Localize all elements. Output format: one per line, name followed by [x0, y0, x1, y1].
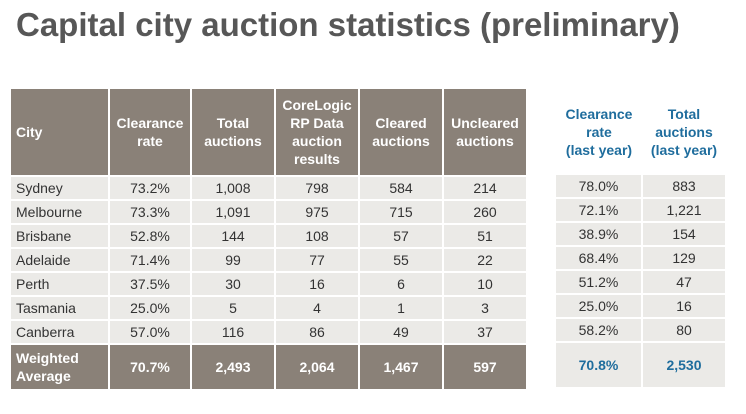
average-label: Weighted Average: [11, 344, 110, 389]
page-title: Capital city auction statistics (prelimi…: [16, 6, 680, 43]
last-year-row: 38.9% 154: [556, 222, 727, 247]
last-year-table: Clearance rate (last year) Total auctions (l…: [556, 89, 727, 387]
city-cell: Tasmania: [11, 296, 110, 321]
total-auctions-cell: 1,091: [191, 200, 276, 225]
average-uncleared: 597: [443, 344, 528, 389]
total-auctions-cell: 99: [191, 248, 276, 273]
clearance-rate-cell: 25.0%: [109, 296, 192, 321]
last-year-total-cell: 47: [642, 270, 727, 295]
last-year-total-cell: 1,221: [642, 198, 727, 223]
last-year-row: 51.2% 47: [556, 270, 727, 295]
table-row: Sydney 73.2% 1,008 798 584 214: [11, 176, 528, 201]
corelogic-results-cell: 108: [275, 224, 360, 249]
table-row: Canberra 57.0% 116 86 49 37: [11, 320, 528, 345]
table-row: Melbourne 73.3% 1,091 975 715 260: [11, 200, 528, 225]
last-year-rate-cell: 68.4%: [556, 246, 643, 271]
uncleared-cell: 214: [443, 176, 528, 201]
uncleared-cell: 22: [443, 248, 528, 273]
last-year-rate-cell: 38.9%: [556, 222, 643, 247]
last-year-rate-cell: 51.2%: [556, 270, 643, 295]
cleared-cell: 1: [359, 296, 444, 321]
last-year-row: 72.1% 1,221: [556, 198, 727, 223]
corelogic-results-cell: 16: [275, 272, 360, 297]
cleared-cell: 584: [359, 176, 444, 201]
uncleared-cell: 37: [443, 320, 528, 345]
table-row: Adelaide 71.4% 99 77 55 22: [11, 248, 528, 273]
average-cleared: 1,467: [359, 344, 444, 389]
average-total: 2,493: [191, 344, 276, 389]
last-year-row: 58.2% 80: [556, 318, 727, 343]
average-rate: 70.7%: [109, 344, 192, 389]
last-year-rate-cell: 58.2%: [556, 318, 643, 343]
header-clearance-rate: Clearance rate: [109, 89, 192, 177]
last-year-total-cell: 129: [642, 246, 727, 271]
weighted-average-row: Weighted Average 70.7% 2,493 2,064 1,467 …: [11, 344, 528, 389]
header-last-year-rate: Clearance rate (last year): [556, 89, 642, 175]
auction-table: City Clearance rate Total auctions CoreLog…: [11, 89, 528, 389]
last-year-row: 25.0% 16: [556, 294, 727, 319]
table-header-row: City Clearance rate Total auctions CoreLog…: [11, 89, 528, 177]
last-year-total-cell: 883: [642, 175, 727, 199]
city-cell: Adelaide: [11, 248, 110, 273]
uncleared-cell: 51: [443, 224, 528, 249]
uncleared-cell: 3: [443, 296, 528, 321]
city-cell: Canberra: [11, 320, 110, 345]
clearance-rate-cell: 57.0%: [109, 320, 192, 345]
corelogic-results-cell: 4: [275, 296, 360, 321]
last-year-average-row: 70.8% 2,530: [556, 342, 727, 387]
total-auctions-cell: 1,008: [191, 176, 276, 201]
header-total-auctions: Total auctions: [191, 89, 276, 177]
corelogic-results-cell: 77: [275, 248, 360, 273]
clearance-rate-cell: 52.8%: [109, 224, 192, 249]
last-year-total-cell: 154: [642, 222, 727, 247]
total-auctions-cell: 144: [191, 224, 276, 249]
total-auctions-cell: 116: [191, 320, 276, 345]
city-cell: Brisbane: [11, 224, 110, 249]
header-corelogic-results: CoreLogic RP Data auction results: [275, 89, 360, 177]
table-row: Perth 37.5% 30 16 6 10: [11, 272, 528, 297]
uncleared-cell: 260: [443, 200, 528, 225]
last-year-average-rate: 70.8%: [556, 342, 643, 387]
header-uncleared-auctions: Uncleared auctions: [443, 89, 528, 177]
header-last-year-total: Total auctions (last year): [642, 89, 726, 175]
total-auctions-cell: 5: [191, 296, 276, 321]
last-year-row: 78.0% 883: [556, 175, 727, 199]
cleared-cell: 49: [359, 320, 444, 345]
last-year-average-total: 2,530: [642, 342, 727, 387]
last-year-rate-cell: 25.0%: [556, 294, 643, 319]
last-year-total-cell: 16: [642, 294, 727, 319]
last-year-rate-cell: 72.1%: [556, 198, 643, 223]
cleared-cell: 6: [359, 272, 444, 297]
header-cleared-auctions: Cleared auctions: [359, 89, 444, 177]
last-year-header-row: Clearance rate (last year) Total auctions (l…: [556, 89, 726, 175]
cleared-cell: 715: [359, 200, 444, 225]
clearance-rate-cell: 73.2%: [109, 176, 192, 201]
cleared-cell: 55: [359, 248, 444, 273]
cleared-cell: 57: [359, 224, 444, 249]
corelogic-results-cell: 798: [275, 176, 360, 201]
clearance-rate-cell: 73.3%: [109, 200, 192, 225]
uncleared-cell: 10: [443, 272, 528, 297]
city-cell: Melbourne: [11, 200, 110, 225]
city-cell: Sydney: [11, 176, 110, 201]
last-year-total-cell: 80: [642, 318, 727, 343]
clearance-rate-cell: 37.5%: [109, 272, 192, 297]
city-cell: Perth: [11, 272, 110, 297]
corelogic-results-cell: 86: [275, 320, 360, 345]
corelogic-results-cell: 975: [275, 200, 360, 225]
table-row: Tasmania 25.0% 5 4 1 3: [11, 296, 528, 321]
header-city: City: [11, 89, 110, 177]
clearance-rate-cell: 71.4%: [109, 248, 192, 273]
average-corelogic: 2,064: [275, 344, 360, 389]
last-year-rate-cell: 78.0%: [556, 175, 643, 199]
table-row: Brisbane 52.8% 144 108 57 51: [11, 224, 528, 249]
total-auctions-cell: 30: [191, 272, 276, 297]
last-year-row: 68.4% 129: [556, 246, 727, 271]
